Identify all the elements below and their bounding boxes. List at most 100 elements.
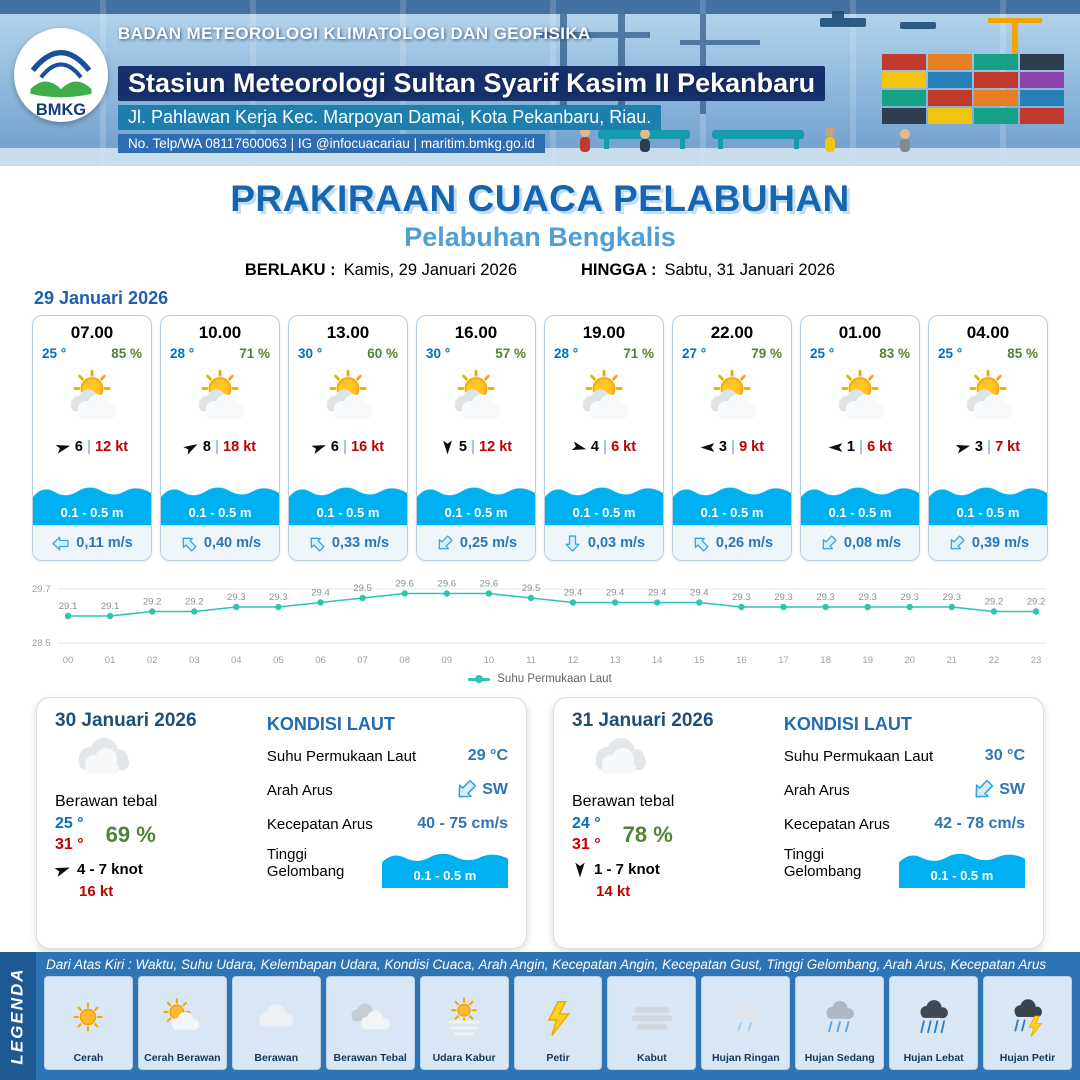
svg-text:23: 23 bbox=[1031, 655, 1042, 666]
wave-height-label: Tinggi Gelombang bbox=[266, 846, 345, 880]
relative-humidity: 78 % bbox=[622, 821, 673, 847]
legend-item: Cerah Berawan bbox=[137, 976, 227, 1070]
svg-text:29.3: 29.3 bbox=[816, 592, 835, 603]
wave-height-row: Tinggi Gelombang 0.1 - 0.5 m bbox=[267, 846, 508, 888]
wind-speed-range: 1 - 7 knot bbox=[594, 861, 660, 878]
temp-humidity-row: 27 ° 79 % bbox=[673, 343, 791, 361]
legend-label: Kabut bbox=[637, 1052, 667, 1065]
harbor-name: Pelabuhan Bengkalis bbox=[404, 222, 676, 252]
wind-speed: 3 bbox=[974, 439, 983, 455]
title-block: PRAKIRAAN CUACA PELABUHAN Pelabuhan Beng… bbox=[0, 166, 1080, 280]
wave-shape-icon bbox=[33, 487, 151, 525]
sun-cloud-icon bbox=[155, 981, 209, 1053]
current-speed: 0,39 m/s bbox=[971, 535, 1030, 551]
temp-humidity-row: 30 ° 57 % bbox=[417, 343, 535, 361]
svg-text:00: 00 bbox=[63, 655, 74, 666]
min-max-temps: 24 ° 31 ° bbox=[572, 815, 601, 854]
sun-icon bbox=[61, 981, 115, 1053]
svg-text:06: 06 bbox=[315, 655, 326, 666]
forecast-time: 22.00 bbox=[710, 323, 754, 342]
air-temperature: 28 ° bbox=[554, 346, 579, 361]
wind-direction-icon bbox=[571, 440, 587, 450]
svg-text:03: 03 bbox=[189, 655, 200, 666]
wave-height: 0.1 - 0.5 m bbox=[572, 505, 636, 520]
header: BMKG BADAN METEOROLOGI KLIMATOLOGI DAN G… bbox=[0, 0, 1080, 166]
svg-text:29.4: 29.4 bbox=[564, 588, 583, 599]
gust-speed: 6 kt bbox=[611, 439, 637, 455]
wind-row: 6 | 16 kt bbox=[289, 437, 407, 459]
wind-row: 6 | 12 kt bbox=[33, 437, 151, 459]
current-direction-icon bbox=[52, 536, 69, 550]
weather-icon-cerah-berawan bbox=[417, 361, 535, 437]
weather-icon-cerah-berawan bbox=[801, 361, 919, 437]
legend-label: Berawan Tebal bbox=[333, 1052, 407, 1065]
temp-humidity-row: 28 ° 71 % bbox=[161, 343, 279, 361]
hourly-forecast-card: 01.00 25 ° 83 % 1 | 6 kt bbox=[800, 315, 920, 561]
svg-text:11: 11 bbox=[526, 655, 536, 666]
wind-direction-icon bbox=[828, 442, 843, 452]
relative-humidity: 85 % bbox=[1007, 346, 1038, 361]
current-direction-row: Arah Arus SW bbox=[784, 778, 1025, 802]
weather-icon-cerah-berawan bbox=[673, 361, 791, 437]
hourly-forecast-card: 16.00 30 ° 57 % 5 | 12 kt bbox=[416, 315, 536, 561]
forecast-time: 16.00 bbox=[454, 323, 498, 342]
current-speed-label: Kecepatan Arus bbox=[783, 815, 890, 833]
gust-speed: 12 kt bbox=[95, 439, 129, 455]
weather-icon-cerah-berawan bbox=[929, 361, 1047, 437]
wind-row: 1 | 6 kt bbox=[801, 437, 919, 459]
sst-label: Suhu Permukaan Laut bbox=[266, 747, 417, 765]
legend-label: Udara Kabur bbox=[432, 1052, 496, 1065]
gust-speed: 18 kt bbox=[223, 439, 257, 455]
current-row: 0,11 m/s bbox=[33, 525, 151, 560]
wind-direction-icon bbox=[575, 862, 585, 877]
svg-text:04: 04 bbox=[231, 655, 242, 666]
svg-text:29.2: 29.2 bbox=[143, 597, 162, 608]
valid-until-label: HINGGA : bbox=[581, 261, 657, 279]
wave-height: 0.1 - 0.5 m bbox=[444, 505, 508, 520]
wind-row: 4 - 7 knot bbox=[54, 861, 259, 878]
current-direction-row: Arah Arus SW bbox=[267, 778, 508, 802]
current-row: 0,39 m/s bbox=[929, 525, 1047, 560]
legend-label: Hujan Ringan bbox=[711, 1052, 780, 1065]
wave-shape-icon bbox=[161, 487, 279, 525]
svg-text:29.3: 29.3 bbox=[900, 592, 919, 603]
sst-value: 29 °C bbox=[467, 747, 508, 764]
hourly-forecast-card: 13.00 30 ° 60 % 6 | 16 kt bbox=[288, 315, 408, 561]
page-title: PRAKIRAAN CUACA PELABUHAN bbox=[230, 178, 850, 219]
current-speed-label: Kecepatan Arus bbox=[266, 815, 373, 833]
svg-text:29.1: 29.1 bbox=[101, 601, 120, 612]
weather-icon-cerah-berawan bbox=[545, 361, 663, 437]
weather-icon-cerah-berawan bbox=[161, 361, 279, 437]
current-speed-value: 40 - 75 cm/s bbox=[417, 815, 508, 832]
gust-speed: 12 kt bbox=[479, 439, 513, 455]
legend-item: Kabut bbox=[607, 976, 697, 1070]
temp-humidity-row: 25 ° 83 % bbox=[801, 343, 919, 361]
legend-label: Cerah bbox=[73, 1052, 104, 1065]
separator: | bbox=[214, 439, 220, 455]
max-temperature: 31 ° bbox=[572, 836, 601, 853]
svg-text:19: 19 bbox=[862, 655, 873, 666]
current-direction-icon bbox=[950, 534, 965, 549]
current-speed: 0,25 m/s bbox=[459, 535, 518, 551]
svg-text:29.6: 29.6 bbox=[480, 579, 499, 590]
current-direction-icon bbox=[438, 534, 453, 549]
wind-row: 3 | 9 kt bbox=[673, 437, 791, 459]
wave-height-label: Tinggi Gelombang bbox=[783, 846, 862, 880]
gust-speed: 16 kt bbox=[351, 439, 385, 455]
svg-text:29.4: 29.4 bbox=[311, 588, 330, 599]
gust-speed: 7 kt bbox=[995, 439, 1021, 455]
current-direction-text: SW bbox=[482, 781, 508, 798]
wind-speed-range: 4 - 7 knot bbox=[77, 861, 143, 878]
daily-row: 30 Januari 2026 Berawan tebal 25 ° 31 ° … bbox=[36, 697, 1044, 949]
daily-date: 31 Januari 2026 bbox=[572, 710, 714, 731]
legend-item: Hujan Lebat bbox=[889, 976, 979, 1070]
forecast-time: 10.00 bbox=[198, 323, 242, 342]
svg-text:28.5: 28.5 bbox=[32, 638, 51, 649]
wave-height: 0.1 - 0.5 m bbox=[930, 868, 994, 883]
valid-from-value: Kamis, 29 Januari 2026 bbox=[343, 261, 517, 279]
current-speed-row: Kecepatan Arus 40 - 75 cm/s bbox=[267, 815, 508, 833]
hourly-forecast-card: 07.00 25 ° 85 % 6 | 12 kt bbox=[32, 315, 152, 561]
current-speed-value: 42 - 78 cm/s bbox=[934, 815, 1025, 832]
svg-text:29.3: 29.3 bbox=[269, 592, 288, 603]
temps-row: 24 ° 31 ° 78 % bbox=[572, 815, 776, 854]
